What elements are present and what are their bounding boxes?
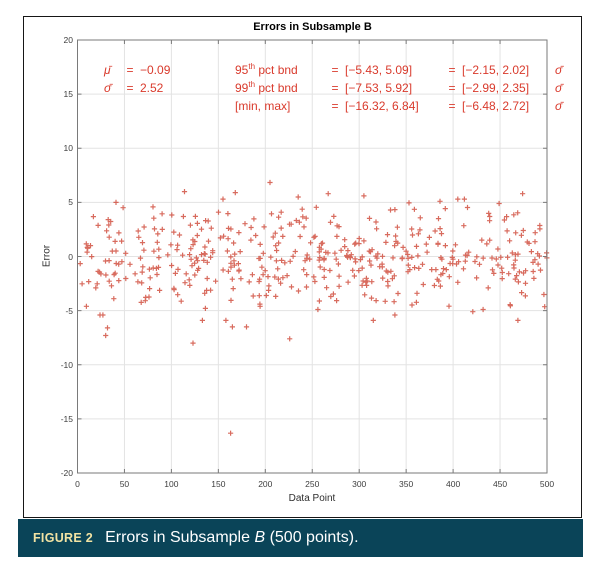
x-tick-label: 450 bbox=[492, 479, 508, 489]
bound-absolute: [−16.32, 6.84] bbox=[345, 99, 419, 113]
y-tick-label: -15 bbox=[60, 413, 73, 424]
x-tick-label: 50 bbox=[119, 479, 130, 489]
y-tick-label: -5 bbox=[65, 305, 73, 316]
equals-sign: = bbox=[331, 81, 339, 95]
y-tick-label: 20 bbox=[63, 35, 73, 45]
bound-relative: [−2.15, 2.02] bbox=[462, 63, 530, 77]
equals-sign: = bbox=[331, 99, 339, 113]
y-tick-label: 5 bbox=[68, 197, 73, 208]
bound-absolute: [−7.53, 5.92] bbox=[345, 81, 413, 95]
x-tick-label: 300 bbox=[352, 479, 367, 489]
mean-row: μ̄ = −0.09 bbox=[104, 61, 170, 79]
figure-caption-label: FIGURE 2 bbox=[33, 531, 94, 545]
minmax-row: [min, max] = [−16.32, 6.84] = [−6.48, 2.… bbox=[235, 97, 562, 115]
x-tick-label: 0 bbox=[75, 479, 80, 489]
figure-caption-text: Errors in Subsample B (500 points). bbox=[105, 529, 359, 546]
x-tick-label: 350 bbox=[399, 479, 414, 489]
x-tick-label: 400 bbox=[446, 479, 461, 489]
axis-box bbox=[77, 39, 548, 474]
equals-sign: = bbox=[448, 63, 456, 77]
bound-absolute: [−5.43, 5.09] bbox=[345, 63, 413, 77]
figure-caption-bar: FIGURE 2 Errors in Subsample B (500 poin… bbox=[18, 519, 583, 557]
y-tick-label: -20 bbox=[60, 468, 73, 478]
x-tick-label: 200 bbox=[258, 479, 273, 489]
pct99-row: 99th pct bnd = [−7.53, 5.92] = [−2.99, 2… bbox=[235, 79, 562, 97]
stats-mean-std: μ̄ = −0.09 σ̄ = 2.52 bbox=[104, 61, 170, 97]
bound-name: 99th pct bnd bbox=[235, 80, 298, 96]
scatter-points bbox=[77, 179, 550, 436]
pct95-row: 95th pct bnd = [−5.43, 5.09] = [−2.15, 2… bbox=[235, 61, 562, 79]
sigma-symbol: σ̄ bbox=[104, 81, 112, 95]
x-tick-label: 250 bbox=[305, 479, 320, 489]
x-tick-label: 150 bbox=[211, 479, 226, 489]
mean-value: −0.09 bbox=[140, 63, 171, 77]
std-row: σ̄ = 2.52 bbox=[104, 79, 170, 97]
bound-name: 95th pct bnd bbox=[235, 62, 298, 78]
std-value: 2.52 bbox=[140, 81, 164, 95]
y-tick-label: 15 bbox=[63, 89, 73, 100]
sigma-symbol: σ̄ bbox=[555, 99, 563, 113]
y-tick-label: 10 bbox=[63, 143, 73, 154]
figure-border bbox=[23, 16, 582, 518]
chart-title: Errors in Subsample B bbox=[253, 21, 372, 33]
x-axis-label: Data Point bbox=[288, 493, 336, 504]
stats-bounds: 95th pct bnd = [−5.43, 5.09] = [−2.15, 2… bbox=[235, 61, 562, 115]
x-tick-label: 100 bbox=[164, 479, 179, 489]
x-tick-label: 500 bbox=[539, 479, 555, 489]
bound-name: [min, max] bbox=[235, 99, 291, 113]
equals-sign: = bbox=[448, 81, 456, 95]
equals-sign: = bbox=[331, 63, 339, 77]
equals-sign: = bbox=[126, 63, 134, 77]
y-tick-label: -10 bbox=[60, 359, 73, 370]
equals-sign: = bbox=[448, 99, 456, 113]
mu-symbol: μ̄ bbox=[104, 63, 111, 77]
y-tick-label: 0 bbox=[68, 251, 73, 262]
sigma-symbol: σ̄ bbox=[555, 81, 563, 95]
bound-relative: [−2.99, 2.35] bbox=[462, 81, 530, 95]
bound-relative: [−6.48, 2.72] bbox=[462, 99, 530, 113]
equals-sign: = bbox=[126, 81, 134, 95]
sigma-symbol: σ̄ bbox=[555, 63, 563, 77]
